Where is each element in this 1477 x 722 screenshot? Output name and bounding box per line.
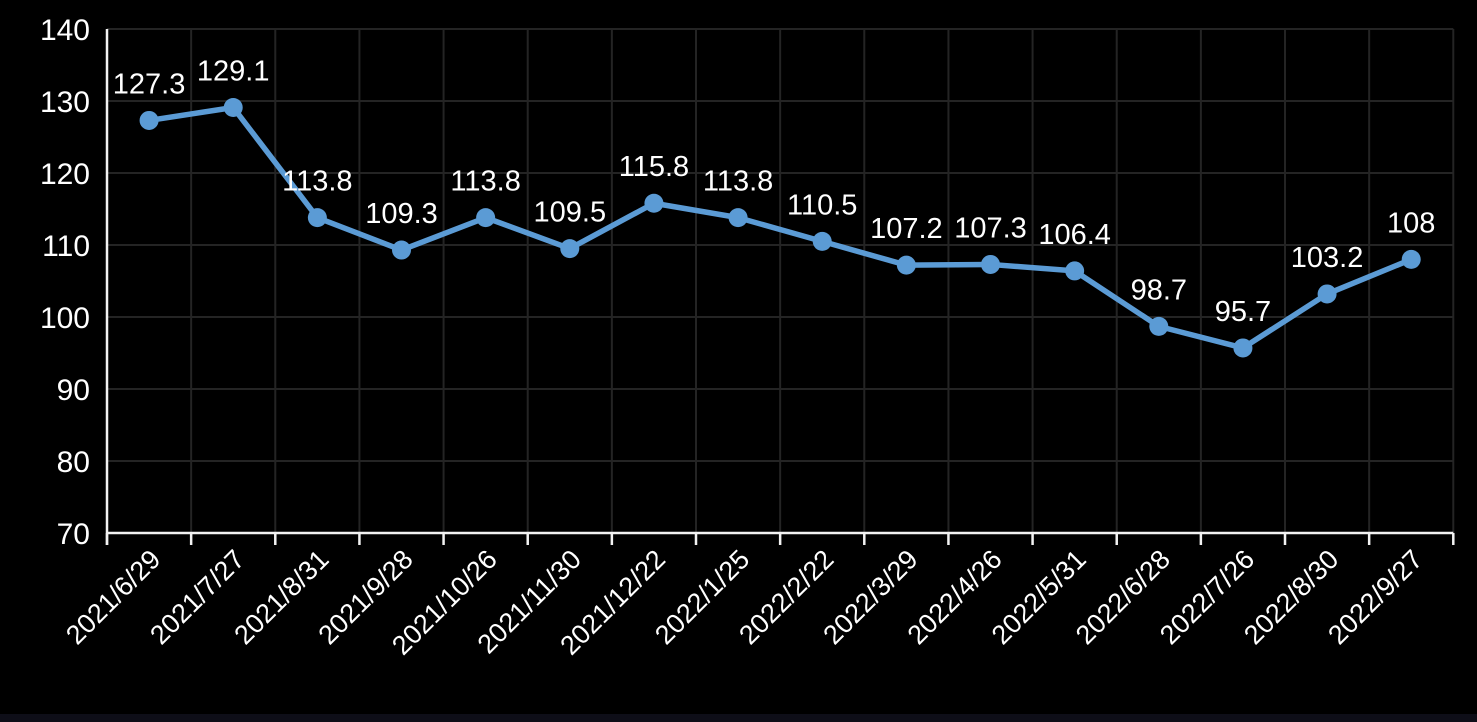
data-point-marker (1401, 249, 1421, 269)
data-point-marker (307, 208, 327, 228)
y-axis-label: 110 (42, 230, 90, 263)
data-label: 115.8 (619, 151, 689, 183)
data-point-marker (728, 208, 748, 228)
data-point-marker (1065, 261, 1085, 281)
data-point-marker (981, 254, 1001, 274)
data-point-marker (392, 240, 412, 260)
data-label: 103.2 (1291, 242, 1364, 274)
data-label: 113.8 (450, 166, 520, 198)
data-point-marker (1317, 284, 1337, 304)
data-label: 107.3 (954, 212, 1027, 244)
data-label: 106.4 (1038, 219, 1111, 251)
data-label: 109.5 (534, 197, 607, 229)
y-axis-label: 100 (40, 302, 90, 335)
data-label: 108 (1387, 207, 1435, 239)
data-label: 98.7 (1131, 274, 1187, 306)
data-label: 107.2 (870, 213, 943, 245)
y-axis-label: 70 (57, 518, 90, 551)
data-label: 129.1 (197, 55, 270, 87)
series-line (146, 104, 1414, 351)
y-axis-label: 90 (57, 374, 90, 407)
data-label: 95.7 (1215, 296, 1271, 328)
data-point-marker (223, 97, 243, 117)
data-point-marker (1149, 316, 1169, 336)
data-point-marker (644, 193, 664, 213)
data-point-marker (896, 255, 916, 275)
data-label: 113.8 (703, 166, 773, 198)
data-point-marker (1233, 338, 1253, 358)
data-label: 110.5 (787, 189, 857, 221)
data-point-marker (139, 110, 159, 130)
data-label: 109.3 (365, 198, 438, 230)
data-point-marker (560, 239, 580, 259)
y-axis-label: 140 (40, 14, 90, 47)
data-point-marker (812, 231, 832, 251)
y-axis-label: 130 (40, 86, 90, 119)
data-point-marker (476, 208, 496, 228)
data-label: 127.3 (113, 68, 186, 100)
y-axis-label: 120 (40, 158, 90, 191)
y-axis-label: 80 (57, 446, 90, 479)
data-label: 113.8 (282, 166, 352, 198)
bottom-strip-decoration (0, 714, 1477, 722)
